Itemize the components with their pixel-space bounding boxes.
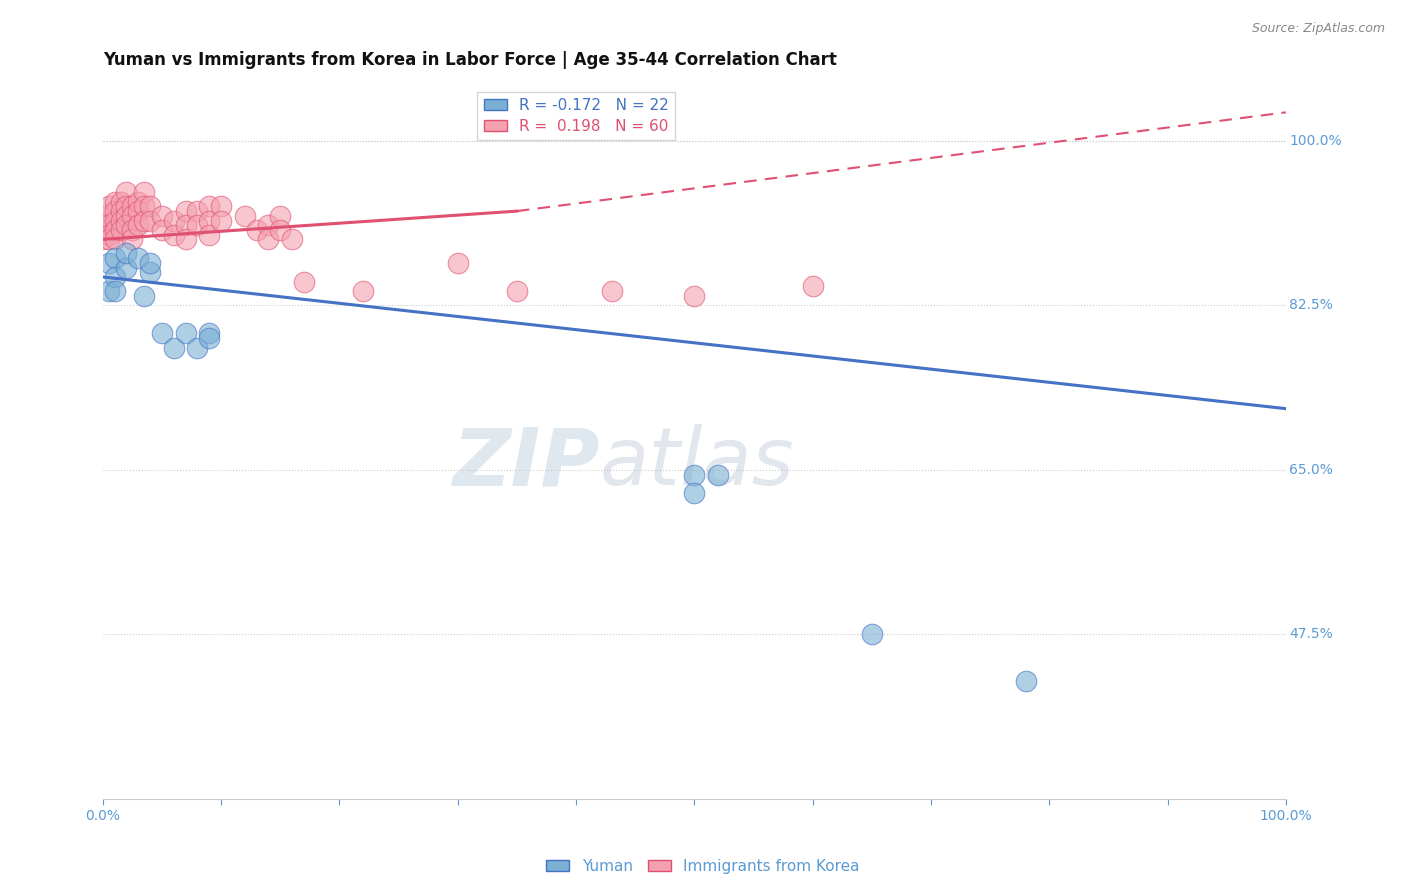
Point	[115, 186, 138, 200]
Point	[150, 223, 173, 237]
Point	[115, 260, 138, 275]
Point	[121, 223, 143, 237]
Text: ZIP: ZIP	[453, 424, 600, 502]
Point	[104, 194, 127, 209]
Point	[110, 223, 132, 237]
Point	[174, 219, 197, 233]
Text: 47.5%: 47.5%	[1289, 627, 1333, 641]
Point	[104, 213, 127, 227]
Point	[115, 219, 138, 233]
Point	[104, 232, 127, 246]
Text: 100.0%: 100.0%	[1289, 134, 1343, 147]
Legend: R = -0.172   N = 22, R =  0.198   N = 60: R = -0.172 N = 22, R = 0.198 N = 60	[478, 92, 675, 140]
Point	[115, 209, 138, 223]
Point	[97, 219, 120, 233]
Point	[683, 467, 706, 482]
Point	[683, 486, 706, 500]
Point	[186, 341, 208, 355]
Point	[97, 227, 120, 242]
Text: Source: ZipAtlas.com: Source: ZipAtlas.com	[1251, 22, 1385, 36]
Point	[163, 213, 186, 227]
Point	[91, 232, 114, 246]
Point	[186, 219, 208, 233]
Point	[115, 246, 138, 260]
Point	[121, 209, 143, 223]
Point	[110, 204, 132, 219]
Point	[801, 279, 824, 293]
Point	[150, 209, 173, 223]
Point	[600, 284, 623, 298]
Point	[150, 326, 173, 341]
Point	[127, 194, 149, 209]
Point	[198, 326, 221, 341]
Point	[139, 199, 162, 213]
Point	[1014, 674, 1036, 689]
Point	[683, 289, 706, 303]
Legend: Yuman, Immigrants from Korea: Yuman, Immigrants from Korea	[540, 853, 866, 880]
Point	[139, 265, 162, 279]
Point	[97, 232, 120, 246]
Point	[281, 232, 304, 246]
Point	[104, 284, 127, 298]
Text: 82.5%: 82.5%	[1289, 298, 1333, 312]
Point	[104, 204, 127, 219]
Text: 65.0%: 65.0%	[1289, 463, 1333, 477]
Point	[134, 289, 156, 303]
Point	[163, 341, 186, 355]
Point	[110, 194, 132, 209]
Point	[174, 204, 197, 219]
Point	[139, 213, 162, 227]
Point	[292, 275, 315, 289]
Text: Yuman vs Immigrants from Korea in Labor Force | Age 35-44 Correlation Chart: Yuman vs Immigrants from Korea in Labor …	[103, 51, 837, 69]
Point	[209, 213, 232, 227]
Point	[127, 219, 149, 233]
Point	[257, 232, 280, 246]
Point	[257, 219, 280, 233]
Text: atlas: atlas	[600, 424, 794, 502]
Point	[127, 204, 149, 219]
Point	[97, 256, 120, 270]
Point	[139, 256, 162, 270]
Point	[233, 209, 256, 223]
Point	[269, 223, 291, 237]
Point	[352, 284, 374, 298]
Point	[269, 209, 291, 223]
Point	[104, 270, 127, 285]
Point	[97, 284, 120, 298]
Point	[134, 199, 156, 213]
Point	[97, 199, 120, 213]
Point	[134, 213, 156, 227]
Point	[115, 199, 138, 213]
Point	[860, 627, 883, 641]
Point	[198, 331, 221, 345]
Point	[104, 223, 127, 237]
Point	[209, 199, 232, 213]
Point	[506, 284, 529, 298]
Point	[91, 223, 114, 237]
Point	[186, 204, 208, 219]
Point	[121, 232, 143, 246]
Point	[174, 326, 197, 341]
Point	[707, 467, 730, 482]
Point	[447, 256, 470, 270]
Point	[121, 199, 143, 213]
Point	[198, 213, 221, 227]
Point	[91, 209, 114, 223]
Point	[198, 227, 221, 242]
Point	[198, 199, 221, 213]
Point	[134, 186, 156, 200]
Point	[104, 251, 127, 265]
Point	[163, 227, 186, 242]
Point	[127, 251, 149, 265]
Point	[110, 213, 132, 227]
Point	[246, 223, 269, 237]
Point	[174, 232, 197, 246]
